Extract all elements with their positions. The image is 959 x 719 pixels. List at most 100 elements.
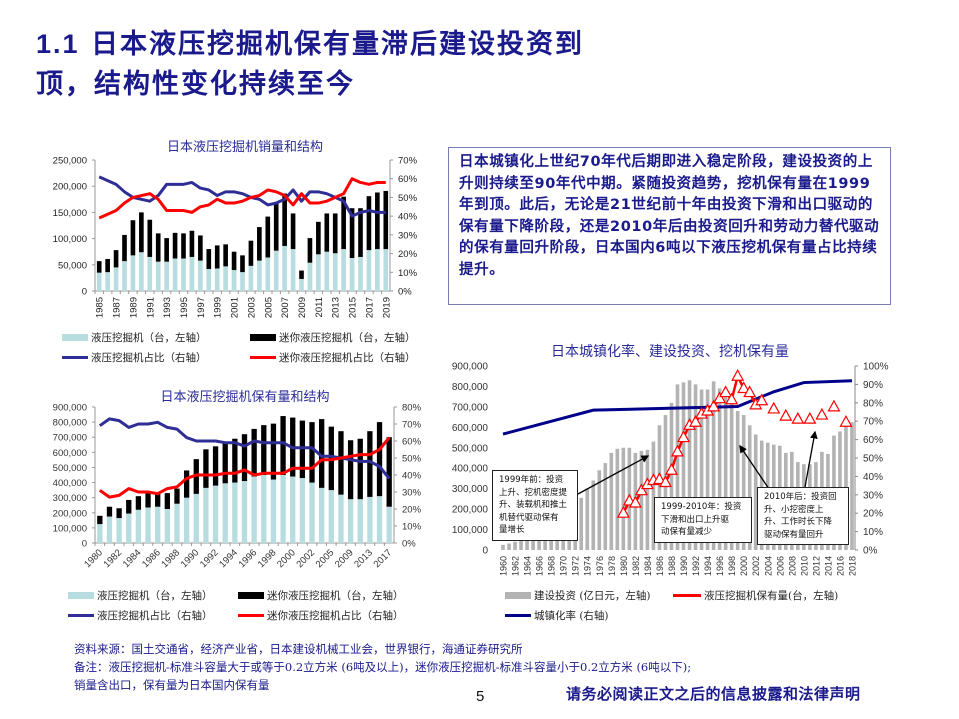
legend-swatch-mini [250,334,276,341]
svg-text:0%: 0% [863,546,878,557]
legend-swatch-mini-share [250,356,276,359]
svg-text:1992: 1992 [198,547,221,570]
svg-text:2014: 2014 [823,556,833,576]
chart-sales-structure: 0 50,000 100,000 150,000 200,000 250,000 0% 10%… [53,156,418,319]
svg-text:2009: 2009 [297,297,308,318]
svg-text:500,000: 500,000 [452,443,489,454]
svg-text:50,000: 50,000 [58,260,87,271]
legend-swatch-holdings [673,594,701,597]
svg-text:60%: 60% [398,174,418,185]
svg-text:1991: 1991 [145,297,156,318]
svg-text:2019: 2019 [381,297,392,318]
legend-label: 液压挖掘机（台，左轴） [97,590,213,602]
svg-text:70%: 70% [398,156,418,167]
svg-text:2002: 2002 [294,547,317,570]
svg-text:1988: 1988 [159,547,182,570]
svg-text:30%: 30% [402,488,422,499]
page-number: 5 [476,688,485,705]
legend-swatch-hydraulic [68,592,94,599]
svg-text:2000: 2000 [739,556,749,576]
svg-text:2015: 2015 [348,297,359,318]
svg-text:1995: 1995 [179,297,190,318]
svg-text:0%: 0% [402,539,416,550]
legend-label: 液压挖掘机保有量(台，左轴) [704,590,839,602]
svg-text:1976: 1976 [595,556,605,576]
svg-text:800,000: 800,000 [53,418,87,429]
svg-text:20%: 20% [398,249,418,260]
svg-text:40%: 40% [863,472,883,483]
svg-text:150,000: 150,000 [53,208,87,219]
legend-swatch-mini-share [238,614,264,617]
svg-text:2010: 2010 [799,556,809,576]
svg-text:2012: 2012 [811,556,821,576]
svg-text:900,000: 900,000 [53,403,87,414]
legend-swatch-mini [238,592,264,599]
disclaimer-link[interactable]: 请务必阅读正文之后的信息披露和法律声明 [566,685,861,703]
svg-text:100,000: 100,000 [53,523,87,534]
svg-text:600,000: 600,000 [53,448,87,459]
svg-text:400,000: 400,000 [452,464,489,475]
svg-text:2013: 2013 [352,547,375,570]
legend-label: 迷你液压挖掘机占比（右轴） [267,610,404,622]
svg-text:100,000: 100,000 [53,234,87,245]
legend-swatch-hydraulic [62,334,88,341]
svg-text:1970: 1970 [559,556,569,576]
svg-text:2006: 2006 [775,556,785,576]
svg-text:1966: 1966 [535,556,545,576]
svg-text:60%: 60% [402,437,422,448]
svg-text:1985: 1985 [95,297,106,318]
svg-text:2017: 2017 [372,547,395,570]
legend-label: 建设投资 (亿日元，左轴) [534,590,651,602]
svg-text:50%: 50% [398,193,418,204]
chart-holdings-structure: 0 100,000 200,000 300,000 400,000 500,000 600,… [53,403,422,571]
svg-text:100,000: 100,000 [452,525,489,536]
svg-text:40%: 40% [402,471,422,482]
svg-text:90%: 90% [863,380,883,391]
svg-text:50%: 50% [863,454,883,465]
legend-label: 城镇化率 (右轴) [534,610,609,622]
svg-text:1993: 1993 [162,297,173,318]
svg-text:10%: 10% [863,527,883,538]
svg-text:300,000: 300,000 [53,493,87,504]
annotation-post-2010: 2010年后：投资回 升、小挖密度上 升、工作时长下降 驱动保有量回升 [757,487,849,545]
svg-text:700,000: 700,000 [53,433,87,444]
legend-label: 液压挖掘机占比（右轴） [91,352,207,364]
svg-text:80%: 80% [402,403,422,414]
svg-text:10%: 10% [398,268,418,279]
svg-text:2007: 2007 [280,297,291,318]
svg-text:400,000: 400,000 [53,478,87,489]
svg-text:1968: 1968 [547,556,557,576]
svg-text:1962: 1962 [511,556,521,576]
svg-text:1974: 1974 [583,556,593,576]
title-line2: 顶，结构性变化持续至今 [36,69,355,100]
svg-text:1972: 1972 [571,556,581,576]
svg-text:1998: 1998 [256,547,279,570]
svg-text:1988: 1988 [667,556,677,576]
svg-text:30%: 30% [398,230,418,241]
svg-text:800,000: 800,000 [452,382,489,393]
chart1-legend: 液压挖掘机（台，左轴） 迷你液压挖掘机（台，左轴） 液压挖掘机占比（右轴） 迷你… [62,330,432,370]
svg-text:2008: 2008 [787,556,797,576]
annotation-pre-1999: 1999年前：投资 上升、挖机密度提 升、装载机和推土 机替代驱动保有 量增长 [492,470,578,541]
chart3-title: 日本城镇化率、建设投资、挖机保有量 [551,344,789,360]
svg-text:1978: 1978 [607,556,617,576]
svg-text:700,000: 700,000 [452,402,489,413]
legend-label: 迷你液压挖掘机（台，左轴） [267,590,404,602]
svg-text:2000: 2000 [275,547,298,570]
svg-text:2004: 2004 [763,556,773,576]
svg-text:1999: 1999 [213,297,224,318]
svg-text:1964: 1964 [523,556,533,576]
svg-text:1986: 1986 [655,556,665,576]
svg-text:20%: 20% [402,505,422,516]
svg-text:1994: 1994 [703,556,713,576]
svg-text:200,000: 200,000 [53,182,87,193]
svg-text:2005: 2005 [263,297,274,318]
svg-text:1987: 1987 [112,297,123,318]
page-title: 1.1 日本液压挖掘机保有量滞后建设投资到 顶，结构性变化持续至今 [36,24,584,105]
legend-swatch-hyd-share [62,356,88,359]
svg-text:1986: 1986 [140,547,163,570]
svg-text:900,000: 900,000 [452,362,489,373]
svg-text:70%: 70% [402,420,422,431]
svg-text:1982: 1982 [102,547,125,570]
svg-text:1996: 1996 [715,556,725,576]
